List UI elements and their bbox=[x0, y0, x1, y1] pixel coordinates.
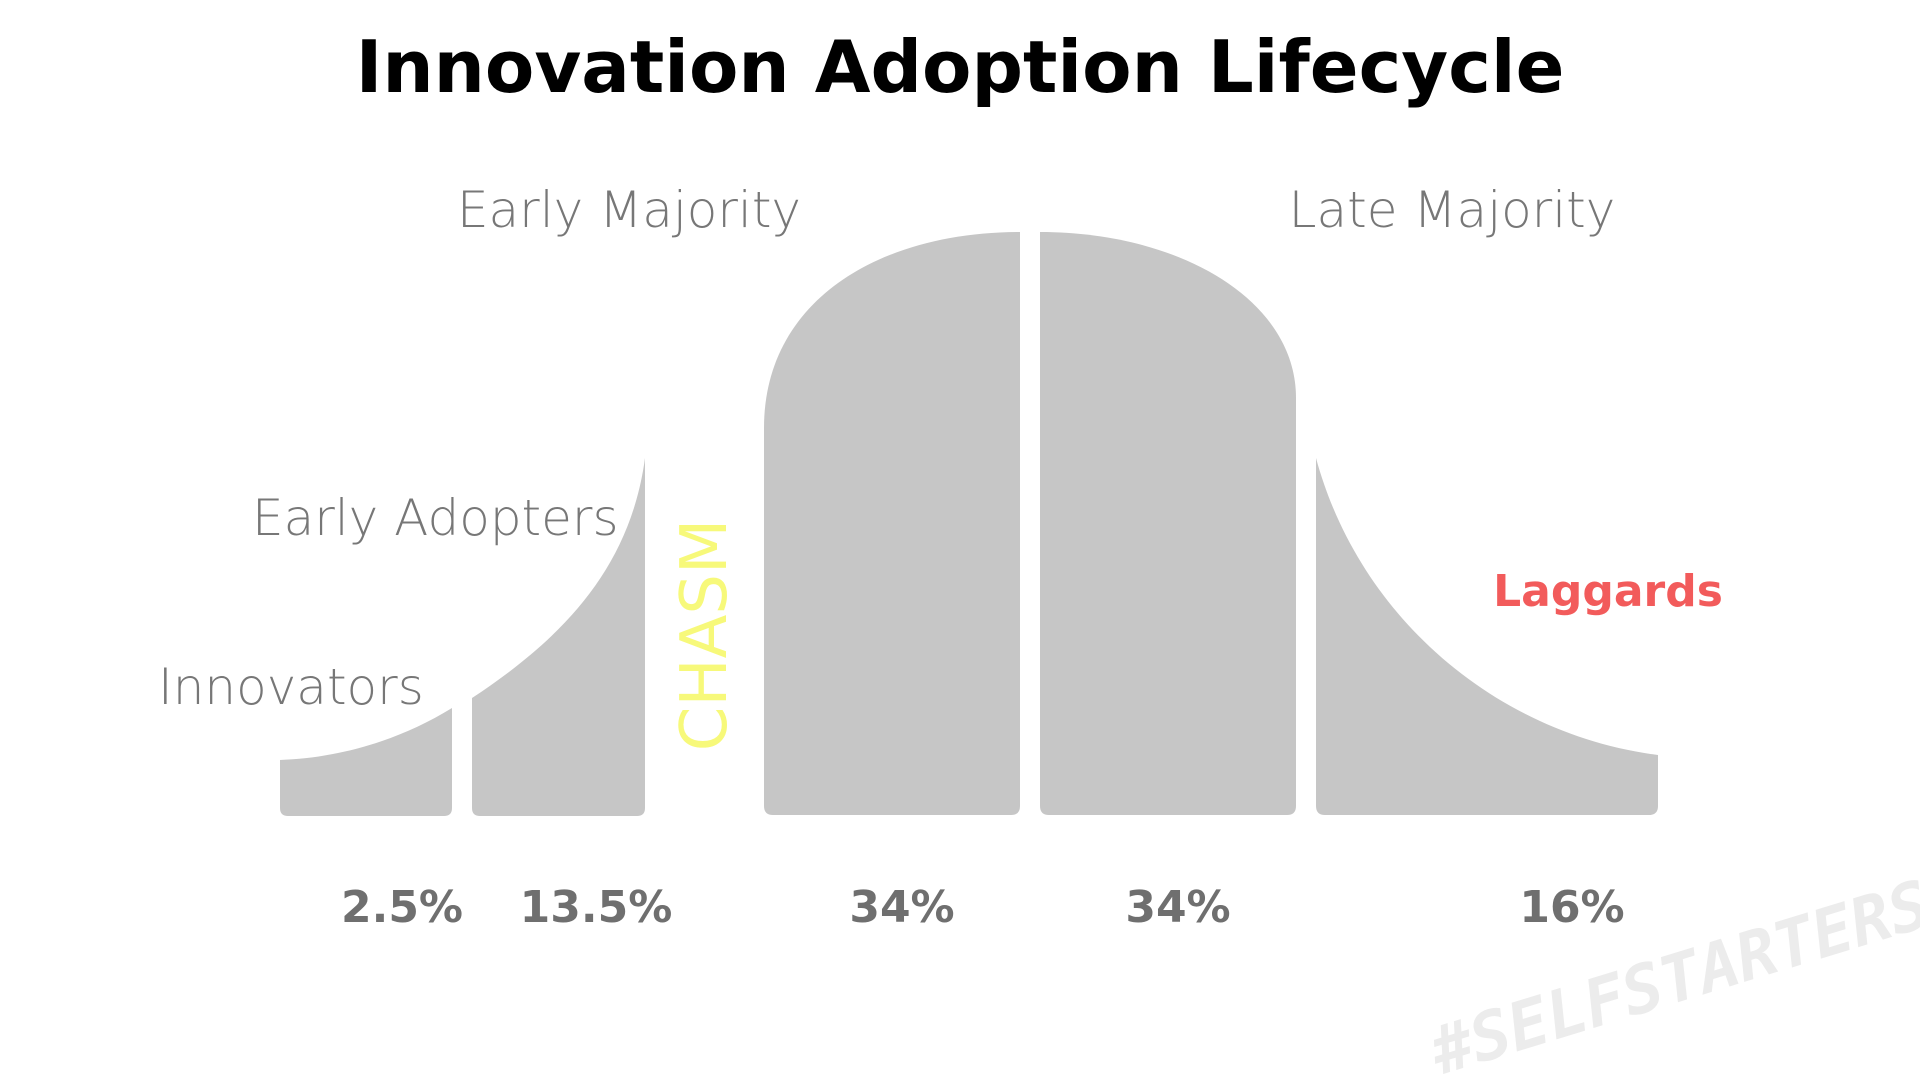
page-title: Innovation Adoption Lifecycle bbox=[356, 25, 1565, 109]
segment-label-innovators: Innovators bbox=[158, 658, 424, 716]
watermark-hashtag: #SELFSTARTERS bbox=[1420, 866, 1920, 1080]
segment-late-majority-shape bbox=[1040, 232, 1296, 815]
percent-early-adopters: 13.5% bbox=[520, 882, 673, 933]
percent-innovators: 2.5% bbox=[341, 882, 463, 933]
segment-early-majority-shape bbox=[764, 232, 1020, 815]
percent-late-majority: 34% bbox=[1125, 882, 1230, 933]
percent-early-majority: 34% bbox=[849, 882, 954, 933]
bell-curve bbox=[280, 232, 1658, 816]
segment-label-laggards: Laggards bbox=[1493, 566, 1723, 617]
segment-innovators-shape bbox=[280, 708, 452, 816]
segment-laggards-shape bbox=[1316, 458, 1658, 815]
segment-label-late-majority: Late Majority bbox=[1289, 181, 1616, 239]
segment-label-early-adopters: Early Adopters bbox=[252, 489, 619, 547]
segment-label-early-majority: Early Majority bbox=[457, 181, 801, 239]
segment-early-adopters-shape bbox=[472, 458, 645, 816]
percent-laggards: 16% bbox=[1519, 882, 1624, 933]
chasm-label: CHASM bbox=[668, 519, 742, 751]
